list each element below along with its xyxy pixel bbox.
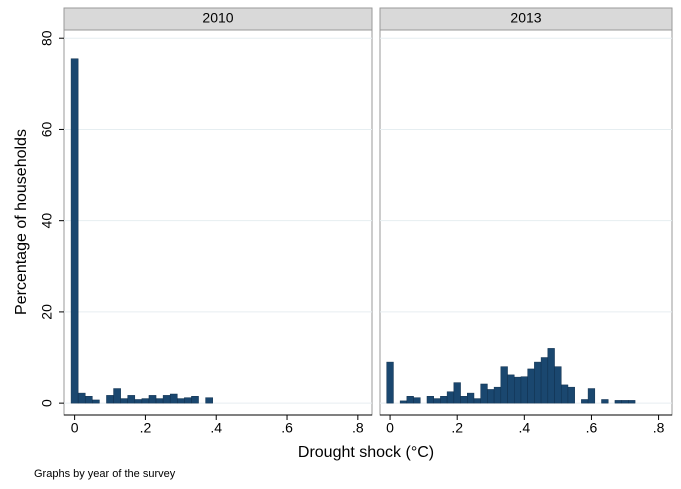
bar (155, 398, 164, 404)
bar (628, 400, 636, 404)
bar (493, 386, 502, 404)
panel-title: 2010 (202, 10, 233, 26)
bar (413, 397, 421, 404)
bar (453, 382, 461, 404)
bar (127, 395, 136, 404)
bar (581, 399, 589, 404)
x-tick-label: .8 (653, 420, 665, 436)
bar (480, 383, 488, 404)
bar (446, 391, 455, 404)
bar (106, 395, 114, 404)
y-tick-label: 60 (39, 121, 55, 137)
bar (514, 376, 522, 404)
y-axis-label: Percentage of households (13, 129, 30, 315)
bar (560, 384, 569, 404)
y-tick-label: 0 (39, 399, 55, 407)
bar (467, 392, 475, 404)
bar (534, 361, 542, 404)
x-axis-label: Drought shock (°C) (298, 444, 434, 461)
bar (440, 396, 448, 404)
bar (134, 399, 143, 404)
note: Graphs by year of the survey (34, 468, 176, 480)
bar (500, 366, 508, 404)
bar (184, 397, 192, 404)
bar (567, 386, 575, 404)
bar (70, 58, 79, 404)
bar (113, 388, 121, 404)
bar (399, 400, 408, 404)
bar (148, 395, 157, 404)
x-tick-label: .2 (451, 420, 463, 436)
bar (426, 396, 434, 404)
bar (507, 374, 515, 404)
bar (141, 398, 150, 404)
bar (77, 392, 86, 404)
bar (587, 388, 596, 404)
bar (601, 399, 609, 404)
plot-area (379, 29, 673, 416)
plot-area (63, 29, 373, 416)
bar (386, 361, 394, 404)
bar (527, 368, 535, 404)
bar (177, 398, 185, 404)
x-tick-label: .4 (210, 420, 222, 436)
bar (406, 396, 414, 404)
panel-title: 2013 (510, 10, 541, 26)
bar (84, 396, 93, 404)
bar (92, 399, 100, 404)
bar (205, 397, 213, 404)
bar (169, 393, 178, 404)
x-tick-label: .4 (518, 420, 530, 436)
x-tick-label: .2 (140, 420, 152, 436)
bar (520, 376, 528, 404)
y-tick-label: 40 (39, 213, 55, 229)
bar (120, 398, 128, 404)
x-tick-label: 0 (71, 420, 79, 436)
bar (162, 395, 171, 404)
bar (487, 389, 495, 404)
bar (433, 398, 441, 404)
x-tick-label: .6 (281, 420, 293, 436)
x-tick-label: .8 (352, 420, 364, 436)
bar (473, 398, 481, 404)
bar (547, 348, 555, 404)
bar (540, 357, 549, 404)
bar (614, 400, 622, 404)
bar (460, 396, 468, 404)
bar (554, 366, 562, 404)
x-tick-label: 0 (386, 420, 394, 436)
y-tick-label: 20 (39, 304, 55, 320)
bar (621, 400, 629, 404)
y-tick-label: 80 (39, 30, 55, 46)
bar (191, 396, 199, 404)
x-tick-label: .6 (586, 420, 598, 436)
